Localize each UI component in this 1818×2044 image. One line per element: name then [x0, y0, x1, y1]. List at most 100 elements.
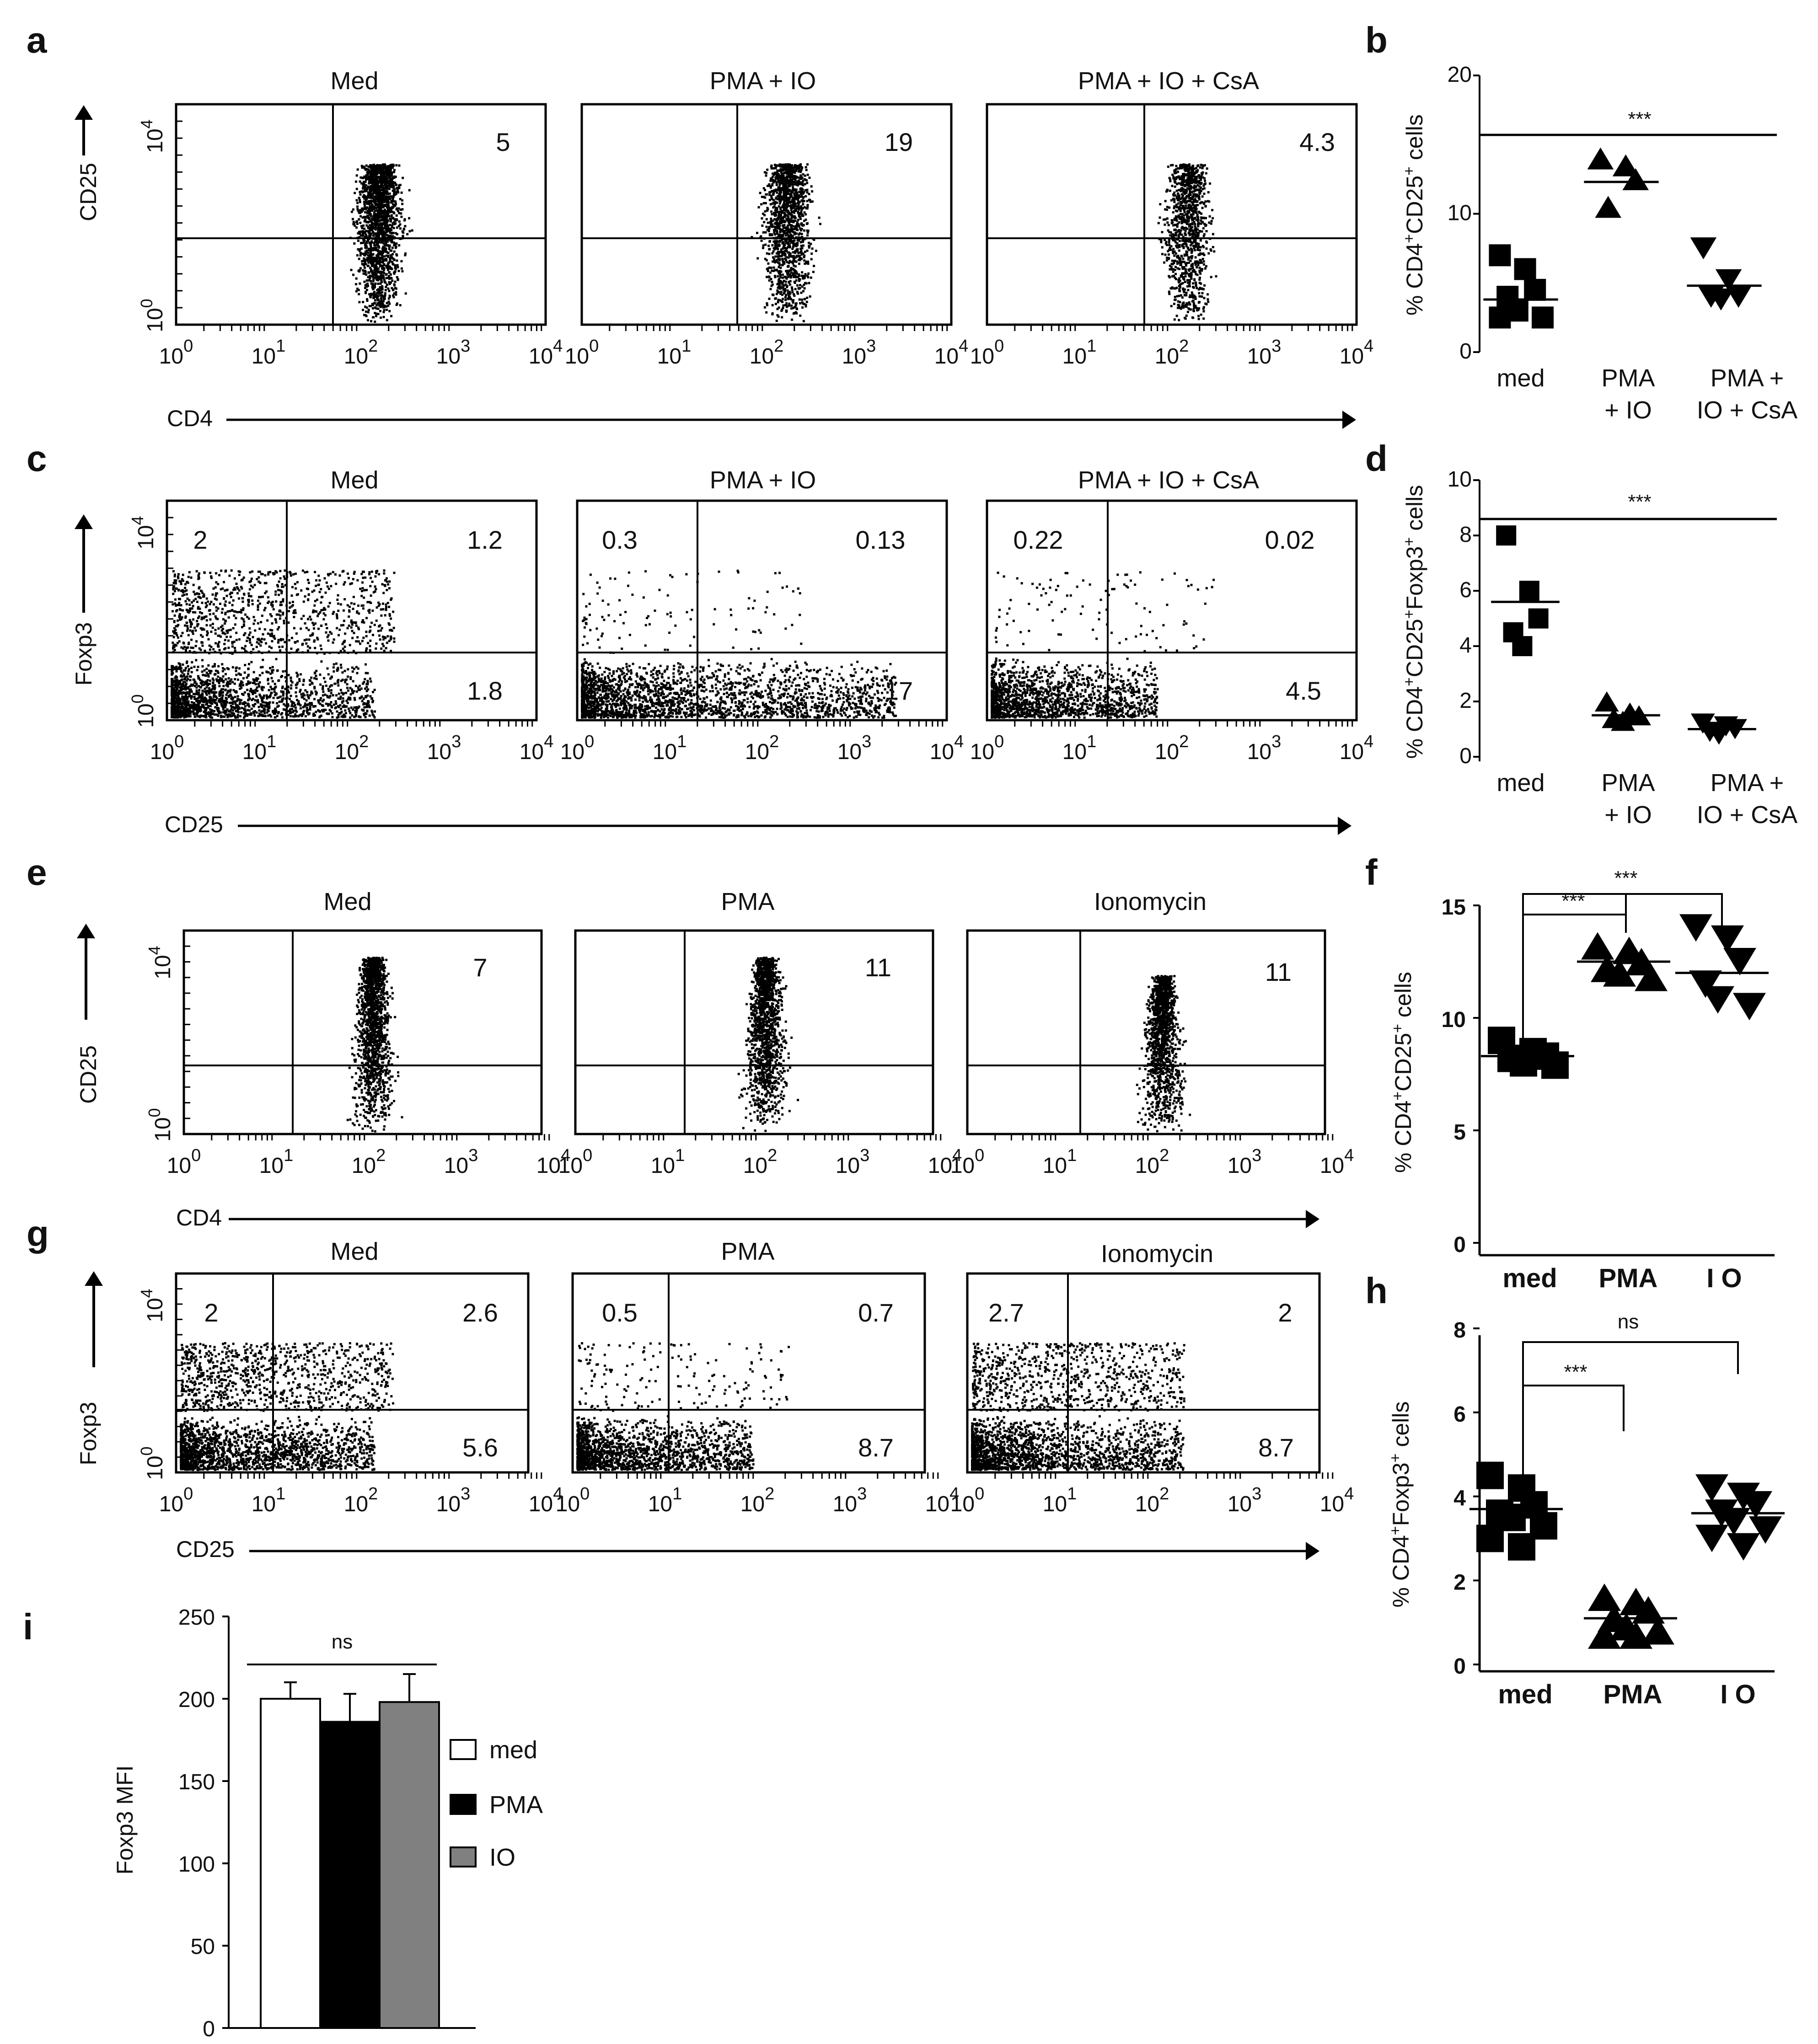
x-tick-label: 102 [1155, 337, 1189, 369]
plot-a3: 4.3 [986, 103, 1358, 326]
plot-frame [166, 499, 538, 722]
x-tick-label: 101 [252, 1484, 286, 1516]
x-tick-label: 101 [1043, 1146, 1077, 1178]
dot-cloud-points [349, 163, 413, 323]
dot-cloud-points [180, 1342, 394, 1471]
dot-cloud [737, 957, 799, 1132]
plot-g1: 2 2.6 5.6 [175, 1272, 530, 1474]
y-tick-label: 15 [1442, 895, 1466, 920]
x-tick-label: 104 [1320, 1146, 1354, 1178]
x-tick-label: 103 [436, 1484, 471, 1516]
y-tick-label: 5 [1453, 1120, 1466, 1145]
plot-frame [576, 499, 948, 722]
x-tick-label: 101 [242, 732, 277, 764]
plot-c2-title: PMA + IO [710, 466, 816, 494]
panel-label-d: d [1365, 438, 1388, 479]
x-tick-label: 101 [1043, 1484, 1077, 1516]
plot-c3: 0.22 0.02 4.5 [986, 499, 1358, 722]
quadrant-ur-value: 2.6 [462, 1298, 498, 1327]
x-tick-label: 101 [648, 1484, 682, 1516]
quadrant-lr-value: 4.5 [1286, 676, 1321, 705]
row-e-xlabel: CD4 [176, 1205, 222, 1231]
x-tick-label: 100 [159, 337, 193, 369]
dot-cloud-points [171, 569, 396, 719]
panel-g-flow-row: Foxp3 CD25 Med PMA Ionomycin 2 2.6 5.6 0… [75, 1238, 1354, 1562]
x-tick-label: 100 [565, 337, 599, 369]
data-point [1588, 1621, 1621, 1649]
data-point [1603, 959, 1636, 987]
category-label-med: med [1496, 769, 1544, 797]
dot-cloud-points [346, 957, 403, 1133]
x-tick-label: 102 [1135, 1146, 1169, 1178]
significance-label-io: ns [1618, 1311, 1639, 1333]
plot-c1: 2 1.2 1.8 [166, 499, 538, 722]
dot-cloud-points [576, 1342, 790, 1471]
plot-c2: 0.3 0.13 17 [576, 499, 948, 722]
y-tick-label: 10 [1448, 467, 1472, 492]
dot-cloud-points [737, 957, 799, 1132]
row-a-x-arrowhead [1342, 411, 1356, 429]
dot-cloud [581, 569, 897, 719]
x-tick-label: 104 [1340, 732, 1374, 764]
plot-g2-title: PMA [721, 1238, 774, 1265]
y-tick-label: 2 [1453, 1570, 1466, 1595]
data-point [1496, 525, 1517, 546]
y-tick-label: 104 [137, 1289, 167, 1322]
data-point [1635, 963, 1668, 991]
row-e-ylabel: CD25 [75, 1045, 101, 1104]
data-point [1632, 1596, 1665, 1624]
category-label-med: med [1498, 1680, 1552, 1709]
row-g-y-arrowhead [85, 1271, 103, 1286]
x-tick-label: 104 [529, 337, 563, 369]
data-point [1733, 993, 1766, 1021]
y-tick-label: 150 [178, 1770, 215, 1794]
data-point [1708, 289, 1734, 311]
panel-label-e: e [27, 852, 47, 893]
y-tick-label: 2 [1459, 689, 1472, 713]
panel-label-f: f [1365, 852, 1378, 893]
category-label-csa-1: PMA + [1711, 364, 1784, 392]
plot-a1: 5 [175, 103, 547, 326]
x-tick-label: 103 [436, 337, 471, 369]
data-point [1620, 1621, 1652, 1649]
dot-cloud [171, 569, 396, 719]
y-tick-label: 104 [128, 516, 158, 549]
quadrant-ur-value: 2 [1278, 1298, 1292, 1327]
y-tick-label: 10 [1448, 201, 1472, 225]
significance-label: *** [1628, 108, 1651, 130]
legend-label-med: med [489, 1736, 537, 1764]
x-tick-label: 102 [743, 1146, 778, 1178]
plot-a1-title: Med [330, 67, 378, 95]
x-tick-label: 104 [1340, 337, 1374, 369]
dot-cloud-points [751, 163, 821, 322]
y-tick-label: 0 [1453, 1654, 1466, 1679]
quadrant-lr-value: 8.7 [858, 1433, 894, 1462]
y-tick-label: 20 [1448, 63, 1472, 87]
data-point [1532, 306, 1554, 329]
panel-label-i: i [23, 1606, 33, 1647]
panel-b-dotplot: % CD4+CD25+ cells *** 0 10 20 med PMA + IO… [1400, 63, 1797, 424]
panel-a-flow-row: CD25 CD4 Med PMA + IO PMA + IO + CsA 5 1… [75, 67, 1373, 431]
x-tick-label: 101 [653, 732, 687, 764]
y-tick-label: 6 [1453, 1402, 1466, 1427]
plot-e1: 7 [182, 929, 543, 1135]
category-label-pma-io-1: PMA [1601, 364, 1655, 392]
plot-e3: 11 [966, 929, 1326, 1135]
legend-swatch-med [450, 1739, 477, 1760]
y-tick-label: 6 [1459, 578, 1472, 602]
x-tick-label: 100 [167, 1146, 201, 1178]
x-tick-label: 100 [970, 337, 1004, 369]
plot-frame [986, 103, 1358, 326]
panel-label-c: c [27, 438, 47, 479]
plot-frame [574, 929, 934, 1135]
dot-cloud [971, 1342, 1185, 1471]
data-point [1727, 1533, 1760, 1561]
dot-cloud [1136, 975, 1191, 1133]
bar-med [260, 1698, 321, 2029]
plot-g1-title: Med [330, 1238, 378, 1265]
x-tick-label: 101 [1062, 732, 1097, 764]
x-tick-label: 100 [560, 732, 595, 764]
x-tick-label: 104 [930, 732, 964, 764]
x-tick-label: 102 [344, 1484, 378, 1516]
